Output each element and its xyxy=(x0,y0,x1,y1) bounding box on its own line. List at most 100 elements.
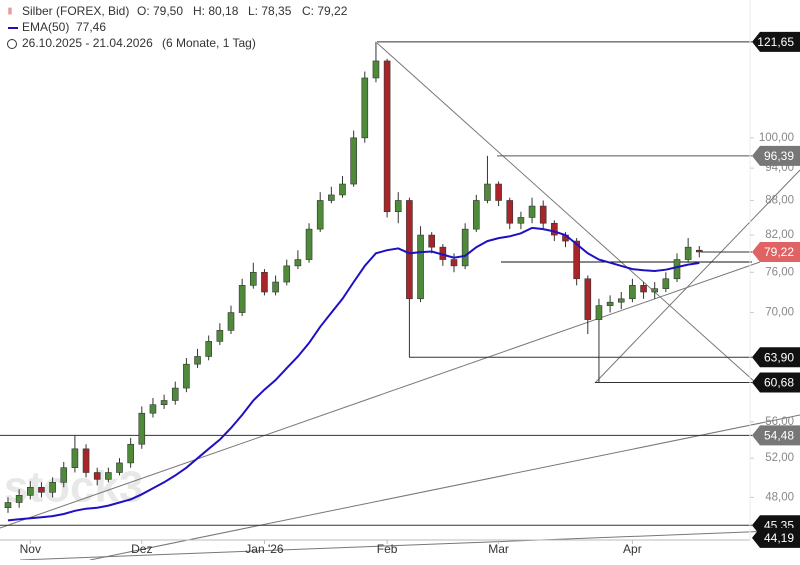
x-tick-label: Nov xyxy=(20,542,41,556)
candle-body xyxy=(684,246,692,260)
y-tick-label: 52,00 xyxy=(765,452,794,464)
ohlc-high: H: 80,18 xyxy=(193,4,239,18)
candle-body xyxy=(539,205,547,224)
candle-body xyxy=(71,448,79,468)
candle-body xyxy=(695,249,703,253)
candle-body xyxy=(472,200,480,230)
y-tick-label: 82,00 xyxy=(765,229,794,241)
ema-line xyxy=(7,226,700,522)
candle-body xyxy=(105,472,112,480)
candle-body xyxy=(38,486,45,493)
candle-body xyxy=(584,278,592,320)
instrument: Silber (FOREX, Bid) xyxy=(22,4,129,18)
icon: ⦀ xyxy=(8,6,12,16)
price-label: 60,68 xyxy=(764,376,794,390)
x-tick-label: Dez xyxy=(131,542,152,556)
candle-body xyxy=(283,265,291,283)
candle-body xyxy=(651,288,659,293)
ohlc-open: O: 79,50 xyxy=(137,4,183,18)
y-tick-label: 48,00 xyxy=(765,491,794,503)
candle-body xyxy=(238,285,246,313)
price-box xyxy=(752,527,800,548)
trend-line xyxy=(0,261,761,529)
candle-body xyxy=(350,137,357,185)
price-label: 79,22 xyxy=(764,245,794,259)
candle-body xyxy=(484,183,491,201)
candle-body xyxy=(205,341,212,357)
candle-body xyxy=(573,240,580,280)
price-label: 63,90 xyxy=(764,350,794,364)
legend-entry: EMA(50) xyxy=(22,20,69,34)
candle-body xyxy=(528,205,536,218)
trend-line xyxy=(594,169,800,384)
candle-body xyxy=(506,200,514,224)
candle-body xyxy=(305,228,313,260)
candle-body xyxy=(160,400,168,405)
trend-line xyxy=(19,529,800,561)
price-label: 121,65 xyxy=(757,35,794,49)
candle-body xyxy=(339,183,346,196)
y-tick-label: 76,00 xyxy=(765,266,794,278)
ohlc-low: L: 78,35 xyxy=(248,4,292,18)
x-tick-label: Feb xyxy=(377,542,398,556)
candle-body xyxy=(250,271,257,286)
candle-body xyxy=(417,234,424,300)
candle-body xyxy=(4,502,12,508)
candle-body xyxy=(662,278,670,289)
candle-body xyxy=(361,77,369,139)
candle-body xyxy=(261,271,268,293)
ohlc-close: C: 79,22 xyxy=(302,4,348,18)
candle-body xyxy=(316,200,324,230)
y-tick-label: 70,00 xyxy=(765,307,794,319)
legend-value: 77,46 xyxy=(76,20,106,34)
candle-body xyxy=(93,472,101,480)
price-box xyxy=(752,31,800,52)
price-box xyxy=(752,372,800,393)
candle-body xyxy=(149,404,157,414)
price-box xyxy=(752,425,800,446)
price-label: 54,48 xyxy=(764,429,794,443)
candle-body xyxy=(82,448,90,473)
candle-body xyxy=(15,495,23,503)
price-box xyxy=(752,145,800,166)
candle-body xyxy=(127,443,134,464)
candle-body xyxy=(394,200,402,213)
candle-body xyxy=(551,222,558,236)
date-range: 26.10.2025 - 21.04.2026 xyxy=(22,36,153,50)
price-label: 96,39 xyxy=(764,149,794,163)
candle-body xyxy=(328,194,335,201)
price-box xyxy=(752,241,800,262)
price-box xyxy=(752,347,800,368)
candle-body xyxy=(595,305,603,320)
candle-body xyxy=(629,285,636,300)
candle-body xyxy=(517,217,525,224)
candle-body xyxy=(617,298,625,303)
candle-body xyxy=(49,482,56,493)
x-tick-label: Apr xyxy=(623,542,642,556)
candle-body xyxy=(60,467,68,483)
candle-body xyxy=(428,234,436,248)
trend-line xyxy=(376,42,756,383)
y-tick-label: 100,00 xyxy=(759,132,794,144)
candle-body xyxy=(138,412,146,445)
trend-line xyxy=(89,414,800,561)
candle-body xyxy=(372,60,380,79)
candle-body xyxy=(272,281,279,293)
x-tick-label: Jan '26 xyxy=(245,542,284,556)
candle-body xyxy=(171,387,179,401)
candle-body xyxy=(606,301,614,306)
x-tick-label: Mar xyxy=(488,542,509,556)
candle-body xyxy=(216,330,224,342)
candle-body xyxy=(294,259,302,267)
candle-body xyxy=(116,462,123,473)
candle-body xyxy=(26,486,34,496)
candle-body xyxy=(640,285,647,293)
candle-body xyxy=(194,356,201,365)
header: ⦀ Silber (FOREX, Bid) O: 79,50 H: 80,18 … xyxy=(7,4,348,50)
price-label: 44,19 xyxy=(764,531,794,545)
candle-body xyxy=(673,259,681,280)
period: (6 Monate, 1 Tag) xyxy=(162,36,256,50)
candle-body xyxy=(450,259,458,267)
